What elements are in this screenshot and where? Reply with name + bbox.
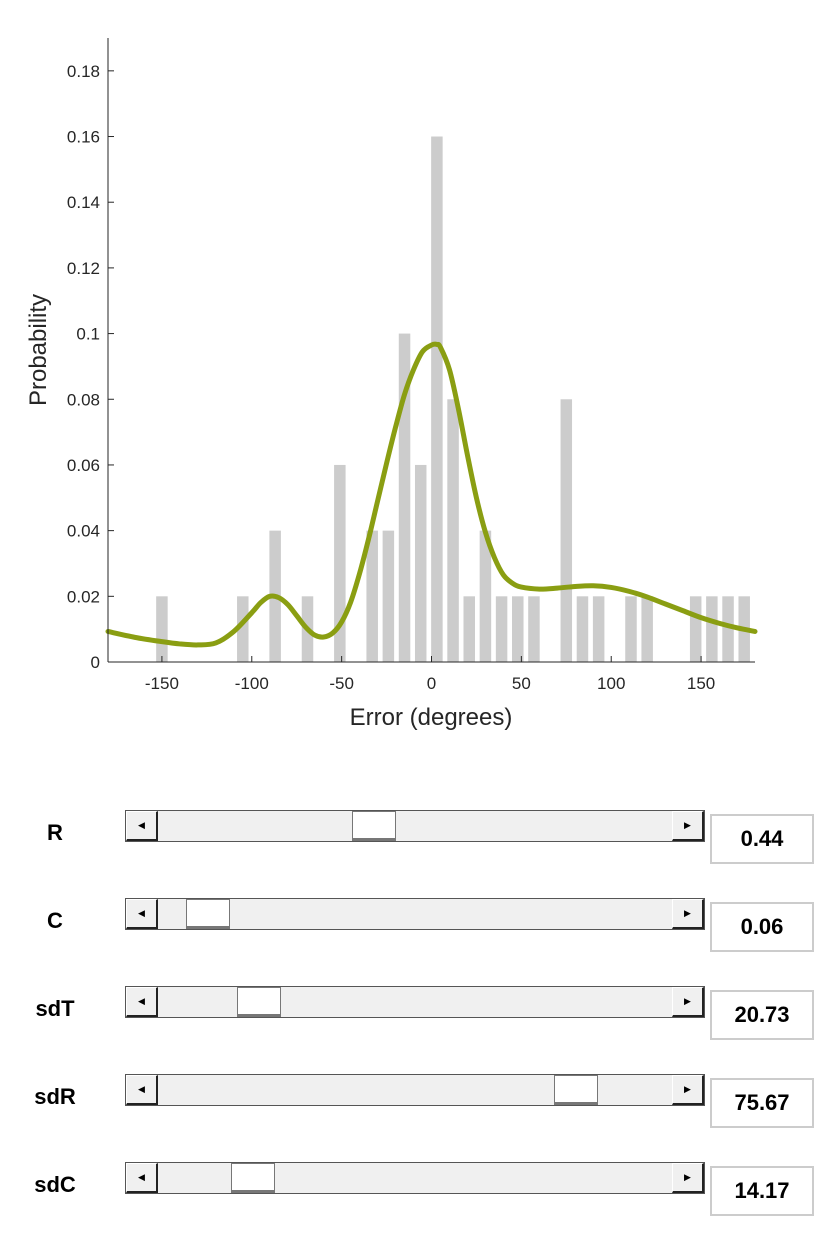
histogram-bars <box>156 136 750 663</box>
histogram-bar <box>414 464 427 662</box>
histogram-bar <box>592 596 605 662</box>
y-tick-label: 0.1 <box>76 325 100 344</box>
y-tick-label: 0 <box>91 653 100 672</box>
y-tick-label: 0.16 <box>67 128 100 147</box>
value-display: 20.73 <box>710 990 814 1040</box>
slider-label: C <box>47 908 63 933</box>
histogram-bar <box>156 596 168 662</box>
right-arrow-icon: ▶ <box>684 820 691 830</box>
slider-row-r: R ◀ ▶ 0.44 <box>0 810 833 870</box>
fit-curve <box>105 341 758 648</box>
histogram-bar <box>625 596 637 662</box>
histogram-bar <box>641 596 653 662</box>
histogram-bar <box>398 333 411 662</box>
histogram-bar <box>512 596 524 662</box>
right-arrow-icon: ▶ <box>684 996 691 1006</box>
x-tick-label: 50 <box>512 674 531 693</box>
slider-row-sdt: sdT ◀ ▶ 20.73 <box>0 986 833 1046</box>
x-tick-label: 150 <box>687 674 715 693</box>
histogram-bar <box>722 596 734 662</box>
slider-label: R <box>47 820 63 845</box>
slider-track-r[interactable]: ◀ ▶ <box>125 810 705 842</box>
histogram-bar <box>479 530 492 662</box>
x-tick-label: -100 <box>235 674 269 693</box>
decrement-button[interactable]: ◀ <box>126 1075 158 1105</box>
slider-track-c[interactable]: ◀ ▶ <box>125 898 705 930</box>
y-tick-label: 0.12 <box>67 259 100 278</box>
decrement-button[interactable]: ◀ <box>126 1163 158 1193</box>
slider-label: sdC <box>34 1172 76 1197</box>
histogram-bar <box>560 399 573 662</box>
slider-row-sdc: sdC ◀ ▶ 14.17 <box>0 1162 833 1222</box>
increment-button[interactable]: ▶ <box>672 899 704 929</box>
y-tick-label: 0.18 <box>67 62 100 81</box>
right-arrow-icon: ▶ <box>684 1084 691 1094</box>
x-tick-label: -150 <box>145 674 179 693</box>
histogram-bar <box>431 136 443 663</box>
right-arrow-icon: ▶ <box>684 908 691 918</box>
value-display: 75.67 <box>710 1078 814 1128</box>
histogram-bar <box>495 596 508 662</box>
slider-track-sdr[interactable]: ◀ ▶ <box>125 1074 705 1106</box>
histogram-bar <box>237 596 249 662</box>
slider-track-sdc[interactable]: ◀ ▶ <box>125 1162 705 1194</box>
histogram-bar <box>528 596 540 662</box>
histogram-bar <box>382 530 395 662</box>
value-display: 0.06 <box>710 902 814 952</box>
histogram-bar <box>366 530 378 662</box>
value-display: 0.44 <box>710 814 814 864</box>
value-display: 14.17 <box>710 1166 814 1216</box>
x-ticks: -150 -100 -50 0 50 100 150 <box>145 656 715 693</box>
slider-thumb[interactable] <box>237 987 282 1017</box>
slider-row-c: C ◀ ▶ 0.06 <box>0 898 833 958</box>
histogram-bar <box>576 596 589 662</box>
slider-row-sdr: sdR ◀ ▶ 75.67 <box>0 1074 833 1134</box>
decrement-button[interactable]: ◀ <box>126 987 158 1017</box>
y-tick-label: 0.02 <box>67 587 100 606</box>
slider-label: sdR <box>34 1084 76 1109</box>
left-arrow-icon: ◀ <box>138 1084 145 1094</box>
slider-thumb[interactable] <box>231 1163 276 1193</box>
left-arrow-icon: ◀ <box>138 1172 145 1182</box>
right-arrow-icon: ▶ <box>684 1172 691 1182</box>
y-tick-label: 0.04 <box>67 522 100 541</box>
x-axis-label: Error (degrees) <box>350 704 513 731</box>
probability-chart: 0 0.02 0.04 0.06 0.08 0.1 0.12 0.14 0.16 0.18 -15… <box>25 38 758 731</box>
x-tick-label: -50 <box>329 674 354 693</box>
x-tick-label: 0 <box>427 674 436 693</box>
histogram-bar <box>463 596 475 662</box>
decrement-button[interactable]: ◀ <box>126 811 158 841</box>
fit-curve-line <box>105 341 758 648</box>
histogram-bar <box>447 399 459 662</box>
left-arrow-icon: ◀ <box>138 820 145 830</box>
slider-label: sdT <box>35 996 75 1021</box>
y-axis-label: Probability <box>25 294 52 406</box>
y-tick-label: 0.14 <box>67 193 100 212</box>
histogram-bar <box>706 596 718 662</box>
y-ticks: 0 0.02 0.04 0.06 0.08 0.1 0.12 0.14 0.16 0.18 <box>67 62 114 672</box>
slider-thumb[interactable] <box>553 1075 598 1105</box>
slider-thumb[interactable] <box>185 899 230 929</box>
increment-button[interactable]: ▶ <box>672 987 704 1017</box>
slider-track-sdt[interactable]: ◀ ▶ <box>125 986 705 1018</box>
left-arrow-icon: ◀ <box>138 996 145 1006</box>
x-tick-label: 100 <box>597 674 625 693</box>
decrement-button[interactable]: ◀ <box>126 899 158 929</box>
histogram-bar <box>689 596 702 662</box>
increment-button[interactable]: ▶ <box>672 1075 704 1105</box>
increment-button[interactable]: ▶ <box>672 1163 704 1193</box>
y-tick-label: 0.08 <box>67 390 100 409</box>
histogram-bar <box>334 464 346 662</box>
slider-thumb[interactable] <box>351 811 396 841</box>
increment-button[interactable]: ▶ <box>672 811 704 841</box>
left-arrow-icon: ◀ <box>138 908 145 918</box>
y-tick-label: 0.06 <box>67 456 100 475</box>
